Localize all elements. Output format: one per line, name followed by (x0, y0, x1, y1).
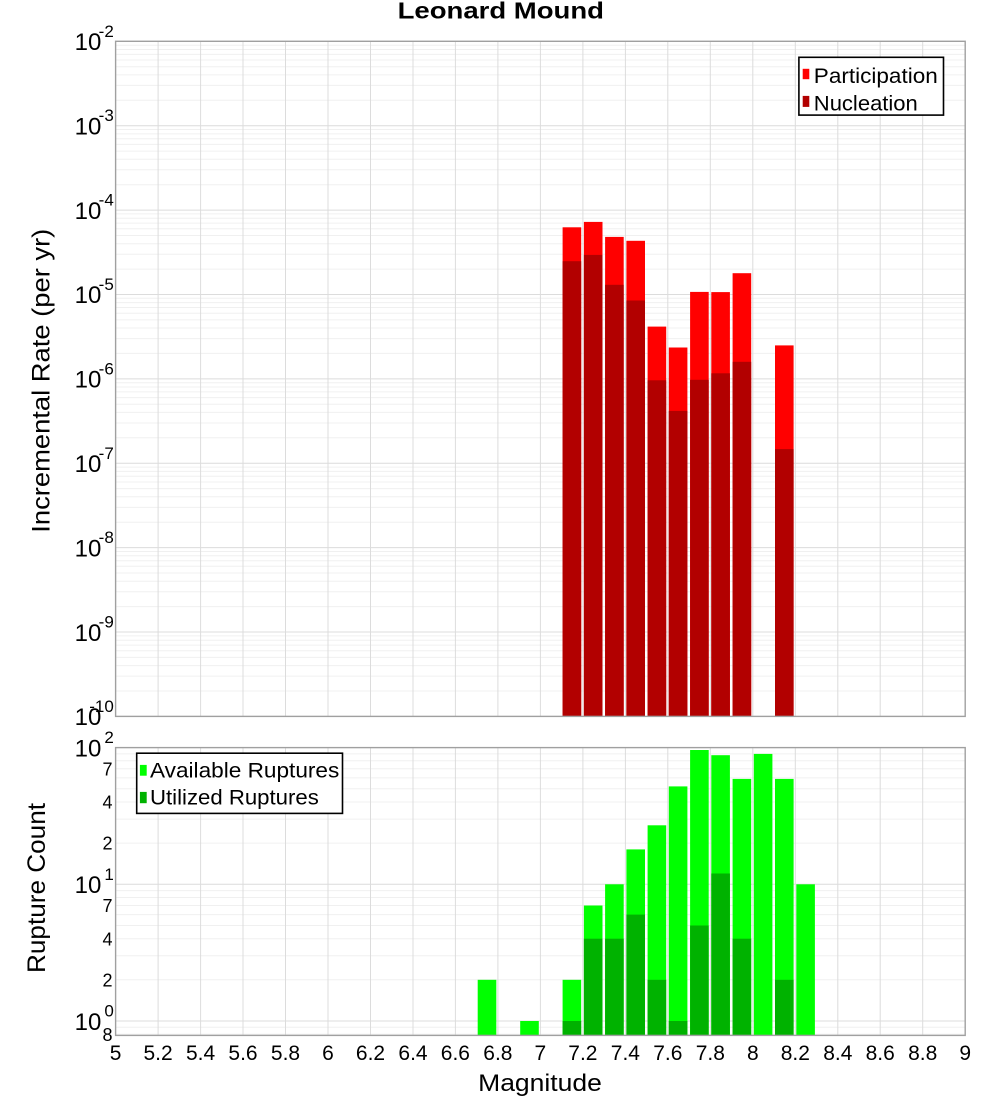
svg-text:6.2: 6.2 (356, 1042, 385, 1065)
svg-text:Leonard Mound: Leonard Mound (398, 0, 604, 24)
svg-text:Utilized Ruptures: Utilized Ruptures (150, 786, 319, 810)
svg-text:10: 10 (75, 29, 102, 56)
svg-text:7.4: 7.4 (611, 1042, 641, 1065)
svg-text:5.2: 5.2 (143, 1042, 172, 1065)
svg-text:7: 7 (102, 896, 112, 916)
svg-text:1: 1 (104, 865, 113, 884)
svg-text:6.4: 6.4 (398, 1042, 428, 1065)
svg-text:6.8: 6.8 (483, 1042, 512, 1065)
svg-text:10: 10 (75, 735, 102, 762)
svg-text:0: 0 (104, 1002, 113, 1021)
svg-text:-2: -2 (99, 22, 114, 41)
svg-text:4: 4 (102, 793, 112, 813)
svg-text:-8: -8 (99, 528, 114, 547)
svg-text:7: 7 (535, 1042, 547, 1065)
svg-text:7.8: 7.8 (696, 1042, 725, 1065)
svg-text:-7: -7 (99, 444, 114, 463)
svg-text:10: 10 (75, 620, 102, 647)
svg-text:8: 8 (747, 1042, 759, 1065)
svg-text:6: 6 (322, 1042, 334, 1065)
svg-text:5.8: 5.8 (271, 1042, 300, 1065)
svg-text:7: 7 (102, 759, 112, 779)
svg-text:-6: -6 (99, 359, 114, 378)
svg-text:6.6: 6.6 (441, 1042, 470, 1065)
svg-text:10: 10 (75, 367, 102, 394)
svg-text:10: 10 (75, 198, 102, 225)
svg-text:-10: -10 (89, 697, 114, 716)
svg-text:4: 4 (102, 929, 112, 949)
svg-text:10: 10 (75, 451, 102, 478)
svg-text:8.4: 8.4 (823, 1042, 853, 1065)
svg-text:10: 10 (75, 535, 102, 562)
svg-text:-5: -5 (99, 275, 114, 294)
svg-text:9: 9 (959, 1042, 971, 1065)
svg-text:Participation: Participation (814, 64, 938, 88)
svg-text:Incremental Rate (per yr): Incremental Rate (per yr) (28, 229, 56, 533)
svg-text:10: 10 (75, 872, 102, 899)
svg-text:5: 5 (110, 1042, 122, 1065)
svg-text:10: 10 (75, 1009, 102, 1036)
svg-text:7.6: 7.6 (653, 1042, 682, 1065)
svg-text:8.6: 8.6 (866, 1042, 895, 1065)
svg-text:Rupture Count: Rupture Count (23, 803, 51, 973)
svg-text:10: 10 (75, 113, 102, 140)
svg-text:-9: -9 (99, 613, 114, 632)
svg-text:2: 2 (104, 728, 113, 747)
svg-text:2: 2 (102, 834, 112, 854)
svg-text:8.2: 8.2 (781, 1042, 810, 1065)
svg-text:2: 2 (102, 970, 112, 990)
svg-text:8: 8 (102, 1025, 112, 1045)
svg-text:7.2: 7.2 (568, 1042, 597, 1065)
svg-text:5.6: 5.6 (228, 1042, 257, 1065)
svg-text:Magnitude: Magnitude (478, 1070, 602, 1097)
svg-text:10: 10 (75, 704, 102, 731)
svg-text:Available Ruptures: Available Ruptures (150, 759, 339, 783)
svg-text:5.4: 5.4 (186, 1042, 216, 1065)
svg-text:10: 10 (75, 282, 102, 309)
svg-text:-3: -3 (99, 106, 114, 125)
svg-text:-4: -4 (99, 191, 114, 210)
svg-text:Nucleation: Nucleation (814, 92, 918, 116)
svg-text:8.8: 8.8 (908, 1042, 937, 1065)
